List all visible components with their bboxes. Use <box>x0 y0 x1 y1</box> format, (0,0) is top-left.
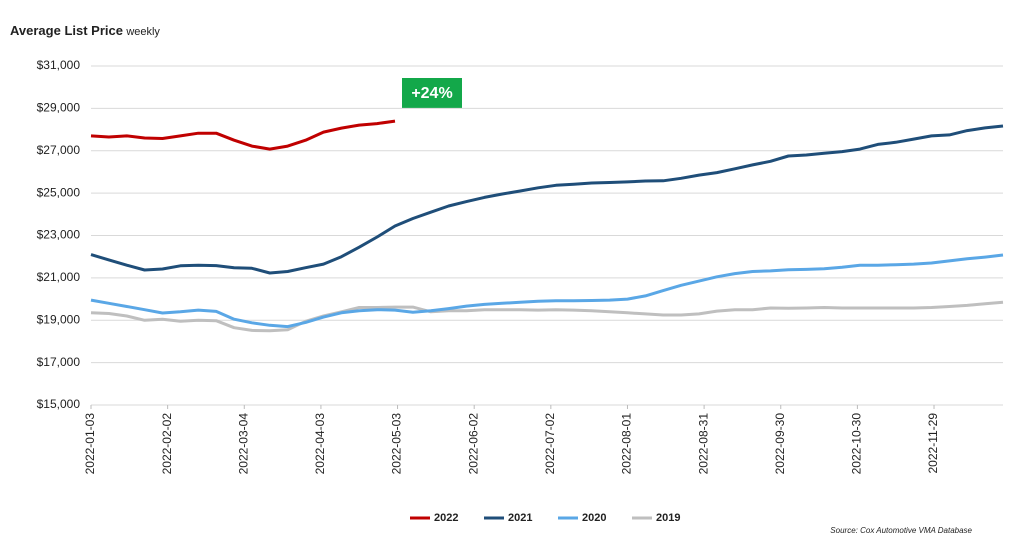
subtitle: weekly <box>125 26 160 38</box>
y-tick-label: $31,000 <box>37 58 81 72</box>
series-line <box>90 124 1004 275</box>
x-tick-label: 2022-01-03 <box>83 413 97 475</box>
legend-label: 2022 <box>434 512 458 524</box>
y-tick-label: $27,000 <box>37 143 81 157</box>
title: Average List Price <box>10 23 123 38</box>
x-tick-label: 2022-07-02 <box>543 413 557 475</box>
x-tick-label: 2022-09-30 <box>773 413 787 475</box>
y-tick-label: $23,000 <box>37 228 81 242</box>
y-tick-label: $15,000 <box>37 397 81 411</box>
series-line <box>90 300 1004 333</box>
y-tick-label: $29,000 <box>37 101 81 115</box>
y-tick-label: $19,000 <box>37 312 81 326</box>
x-tick-label: 2022-03-04 <box>236 413 250 475</box>
y-tick-label: $25,000 <box>37 185 81 199</box>
legend-label: 2020 <box>582 512 606 524</box>
chart-title: Average List Price weekly <box>10 23 160 38</box>
source: Source: Cox Automotive VMA Database <box>830 526 972 535</box>
y-tick-label: $21,000 <box>37 270 81 284</box>
legend-label: 2019 <box>656 512 680 524</box>
x-tick-label: 2022-05-03 <box>390 413 404 475</box>
legend-label: 2021 <box>508 512 532 524</box>
x-tick-label: 2022-04-03 <box>313 413 327 475</box>
x-tick-label: 2022-08-31 <box>696 413 710 475</box>
series-line <box>90 253 1004 329</box>
annotation-box <box>402 78 462 108</box>
x-tick-label: 2022-08-01 <box>620 413 634 475</box>
series-line <box>90 119 396 151</box>
x-tick-label: 2022-10-30 <box>850 413 864 475</box>
x-tick-label: 2022-06-02 <box>466 413 480 475</box>
annotation: +24% <box>411 85 452 102</box>
x-tick-label: 2022-02-02 <box>160 413 174 475</box>
y-tick-label: $17,000 <box>37 355 81 369</box>
x-tick-label: 2022-11-29 <box>926 413 940 474</box>
